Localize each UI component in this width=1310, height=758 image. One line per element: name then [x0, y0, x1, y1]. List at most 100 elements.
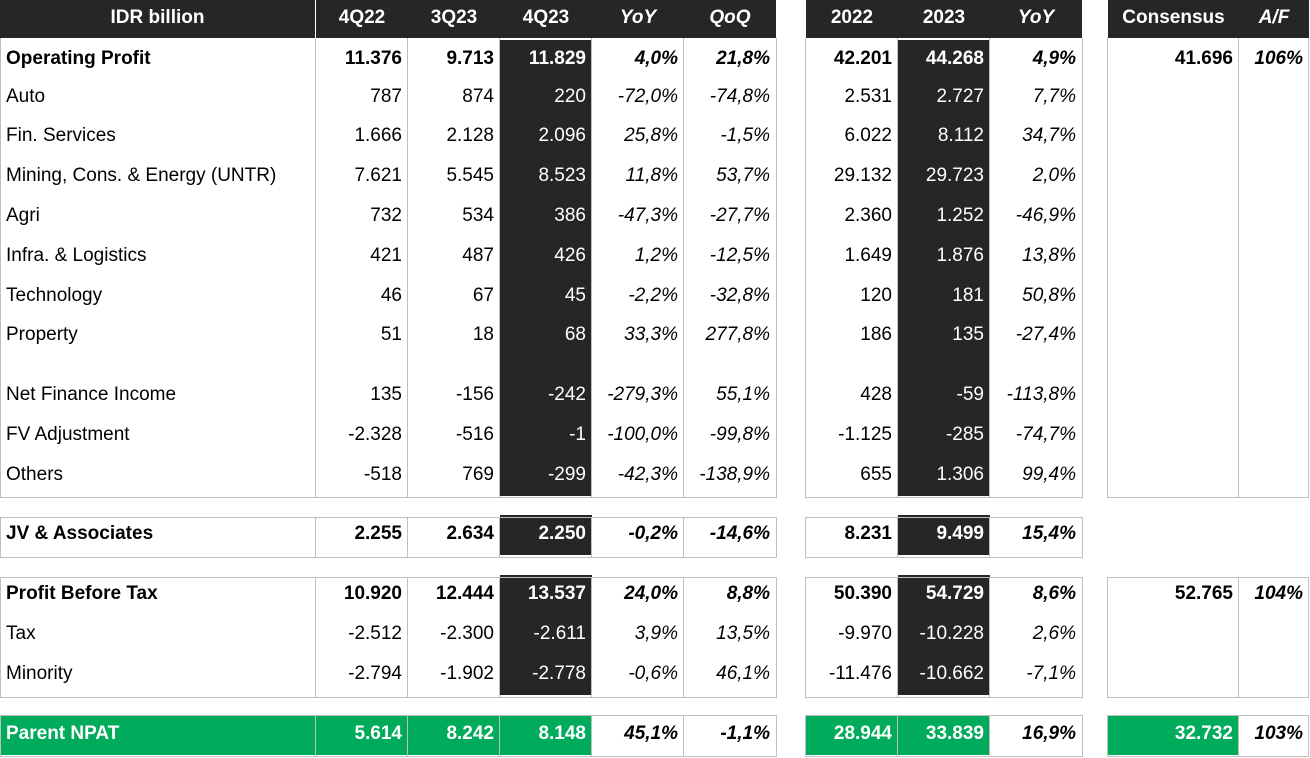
row-infra-logistics-2022-cell: 1.649 — [844, 245, 892, 266]
grid-line — [0, 715, 777, 716]
row-agri-label: Agri — [6, 205, 40, 226]
row-auto-consensus-cell — [1108, 78, 1239, 118]
row-profit-before-tax-2022-cell: 50.390 — [833, 583, 892, 604]
grid-line — [989, 517, 990, 557]
row-infra-logistics-4q23-cell: 426 — [500, 237, 592, 277]
grid-line — [499, 715, 500, 756]
row-jv-associates-yoy-cell: 15,4% — [1022, 523, 1076, 544]
row-fv-adjustment-4q23-cell: -1 — [500, 416, 592, 456]
grid-line — [1107, 38, 1108, 497]
grid-line — [0, 756, 777, 757]
column-header-yoy: YoY — [990, 0, 1082, 38]
row-fv-adjustment-2023-cell: -285 — [898, 416, 990, 456]
row-fin-services-2023-cell: 8.112 — [898, 117, 990, 157]
row-others-3q23-cell: 769 — [462, 464, 494, 485]
grid-line — [776, 38, 777, 497]
grid-line — [1238, 715, 1239, 756]
grid-line — [805, 517, 1083, 518]
grid-line — [591, 715, 592, 756]
row-fv-adjustment-3q23-cell: -516 — [455, 424, 494, 445]
row-technology-a-f-cell — [1239, 277, 1309, 317]
row-tax-2022-cell: -9.970 — [838, 623, 892, 644]
row-infra-logistics-2023-cell: 1.876 — [898, 237, 990, 277]
row-parent-npat-a-f-cell: 103% — [1254, 723, 1303, 744]
row-minority-2022-cell: -11.476 — [828, 663, 892, 684]
row-net-finance-income-yoy-cell: -113,8% — [1006, 384, 1076, 405]
row-profit-before-tax-consensus-cell: 52.765 — [1174, 583, 1233, 604]
row-mining-cons-energy-untr-yoy-cell: 11,8% — [625, 165, 678, 186]
grid-line — [1107, 577, 1108, 697]
row-net-finance-income-consensus-cell — [1108, 376, 1239, 416]
row-minority-4q23-cell: -2.778 — [500, 655, 592, 695]
grid-line — [805, 517, 806, 557]
row-net-finance-income-2023-cell: -59 — [898, 376, 990, 416]
row-infra-logistics-yoy-cell: 1,2% — [634, 245, 678, 266]
row-property-label: Property — [6, 324, 78, 345]
grid-line — [591, 517, 592, 557]
row-profit-before-tax-a-f-cell: 104% — [1254, 583, 1303, 604]
row-fin-services-3q23-cell: 2.128 — [446, 125, 494, 146]
row-agri-3q23-cell: 534 — [462, 205, 494, 226]
row-agri-a-f-cell — [1239, 197, 1309, 237]
row-profit-before-tax-yoy-cell: 8,6% — [1032, 583, 1076, 604]
row-technology-4q23-cell: 45 — [500, 277, 592, 317]
row-parent-npat-yoy-cell: 45,1% — [624, 723, 678, 744]
row-fv-adjustment-label: FV Adjustment — [6, 424, 130, 445]
row-fv-adjustment-qoq-cell: -99,8% — [709, 424, 770, 445]
row-operating-profit-consensus-cell: 41.696 — [1174, 48, 1233, 69]
grid-line — [0, 715, 1, 756]
row-infra-logistics-a-f-cell — [1239, 237, 1309, 277]
row-property-consensus-cell — [1108, 316, 1239, 356]
grid-line — [805, 697, 1083, 698]
row-auto-yoy-cell: 7,7% — [1032, 86, 1076, 107]
row-property-qoq-cell: 277,8% — [705, 324, 770, 345]
row-net-finance-income-4q23-cell: -242 — [500, 376, 592, 416]
row-property-2023-cell: 135 — [898, 316, 990, 356]
row-minority-label: Minority — [6, 663, 73, 684]
grid-line — [315, 577, 316, 697]
row-others-2023-cell: 1.306 — [898, 456, 990, 496]
row-net-finance-income-3q23-cell: -156 — [455, 384, 494, 405]
grid-line — [1107, 497, 1309, 498]
row-net-finance-income-a-f-cell — [1239, 376, 1309, 416]
row-auto-a-f-cell — [1239, 78, 1309, 118]
row-auto-3q23-cell: 874 — [462, 86, 494, 107]
row-others-yoy-cell: 99,4% — [1022, 464, 1076, 485]
grid-line — [1308, 38, 1309, 497]
row-auto-4q23-cell: 220 — [500, 78, 592, 118]
row-minority-2023-cell: -10.662 — [898, 655, 990, 695]
grid-line — [776, 715, 777, 756]
grid-line — [591, 38, 592, 497]
row-tax-2023-cell: -10.228 — [898, 615, 990, 655]
row-minority-yoy-cell: -0,6% — [628, 663, 678, 684]
row-technology-yoy-cell: -2,2% — [628, 285, 678, 306]
column-header-yoy: YoY — [592, 0, 684, 38]
row-technology-4q22-cell: 46 — [380, 285, 402, 306]
row-infra-logistics-4q22-cell: 421 — [370, 245, 402, 266]
row-fin-services-yoy-cell: 34,7% — [1022, 125, 1076, 146]
row-auto-2022-cell: 2.531 — [844, 86, 892, 107]
grid-line — [1082, 38, 1083, 497]
row-operating-profit-label: Operating Profit — [6, 48, 151, 69]
grid-line — [0, 557, 777, 558]
row-infra-logistics-consensus-cell — [1108, 237, 1239, 277]
row-infra-logistics-3q23-cell: 487 — [462, 245, 494, 266]
grid-line — [1107, 577, 1309, 578]
grid-line — [0, 517, 1, 557]
row-technology-label: Technology — [6, 285, 103, 306]
row-tax-yoy-cell: 2,6% — [1032, 623, 1076, 644]
row-net-finance-income-yoy-cell: -279,3% — [607, 384, 678, 405]
grid-line — [683, 38, 684, 497]
row-parent-npat-qoq-cell: -1,1% — [720, 723, 770, 744]
row-mining-cons-energy-untr-label: Mining, Cons. & Energy (UNTR) — [6, 165, 277, 186]
row-property-2022-cell: 186 — [860, 324, 892, 345]
row-parent-npat-yoy-cell: 16,9% — [1022, 723, 1076, 744]
row-mining-cons-energy-untr-consensus-cell — [1108, 157, 1239, 197]
grid-line — [1107, 756, 1309, 757]
row-technology-yoy-cell: 50,8% — [1022, 285, 1076, 306]
row-operating-profit-4q23-cell: 11.829 — [500, 40, 592, 80]
grid-line — [407, 517, 408, 557]
grid-line — [0, 517, 777, 518]
row-auto-yoy-cell: -72,0% — [617, 86, 678, 107]
grid-line — [0, 697, 777, 698]
